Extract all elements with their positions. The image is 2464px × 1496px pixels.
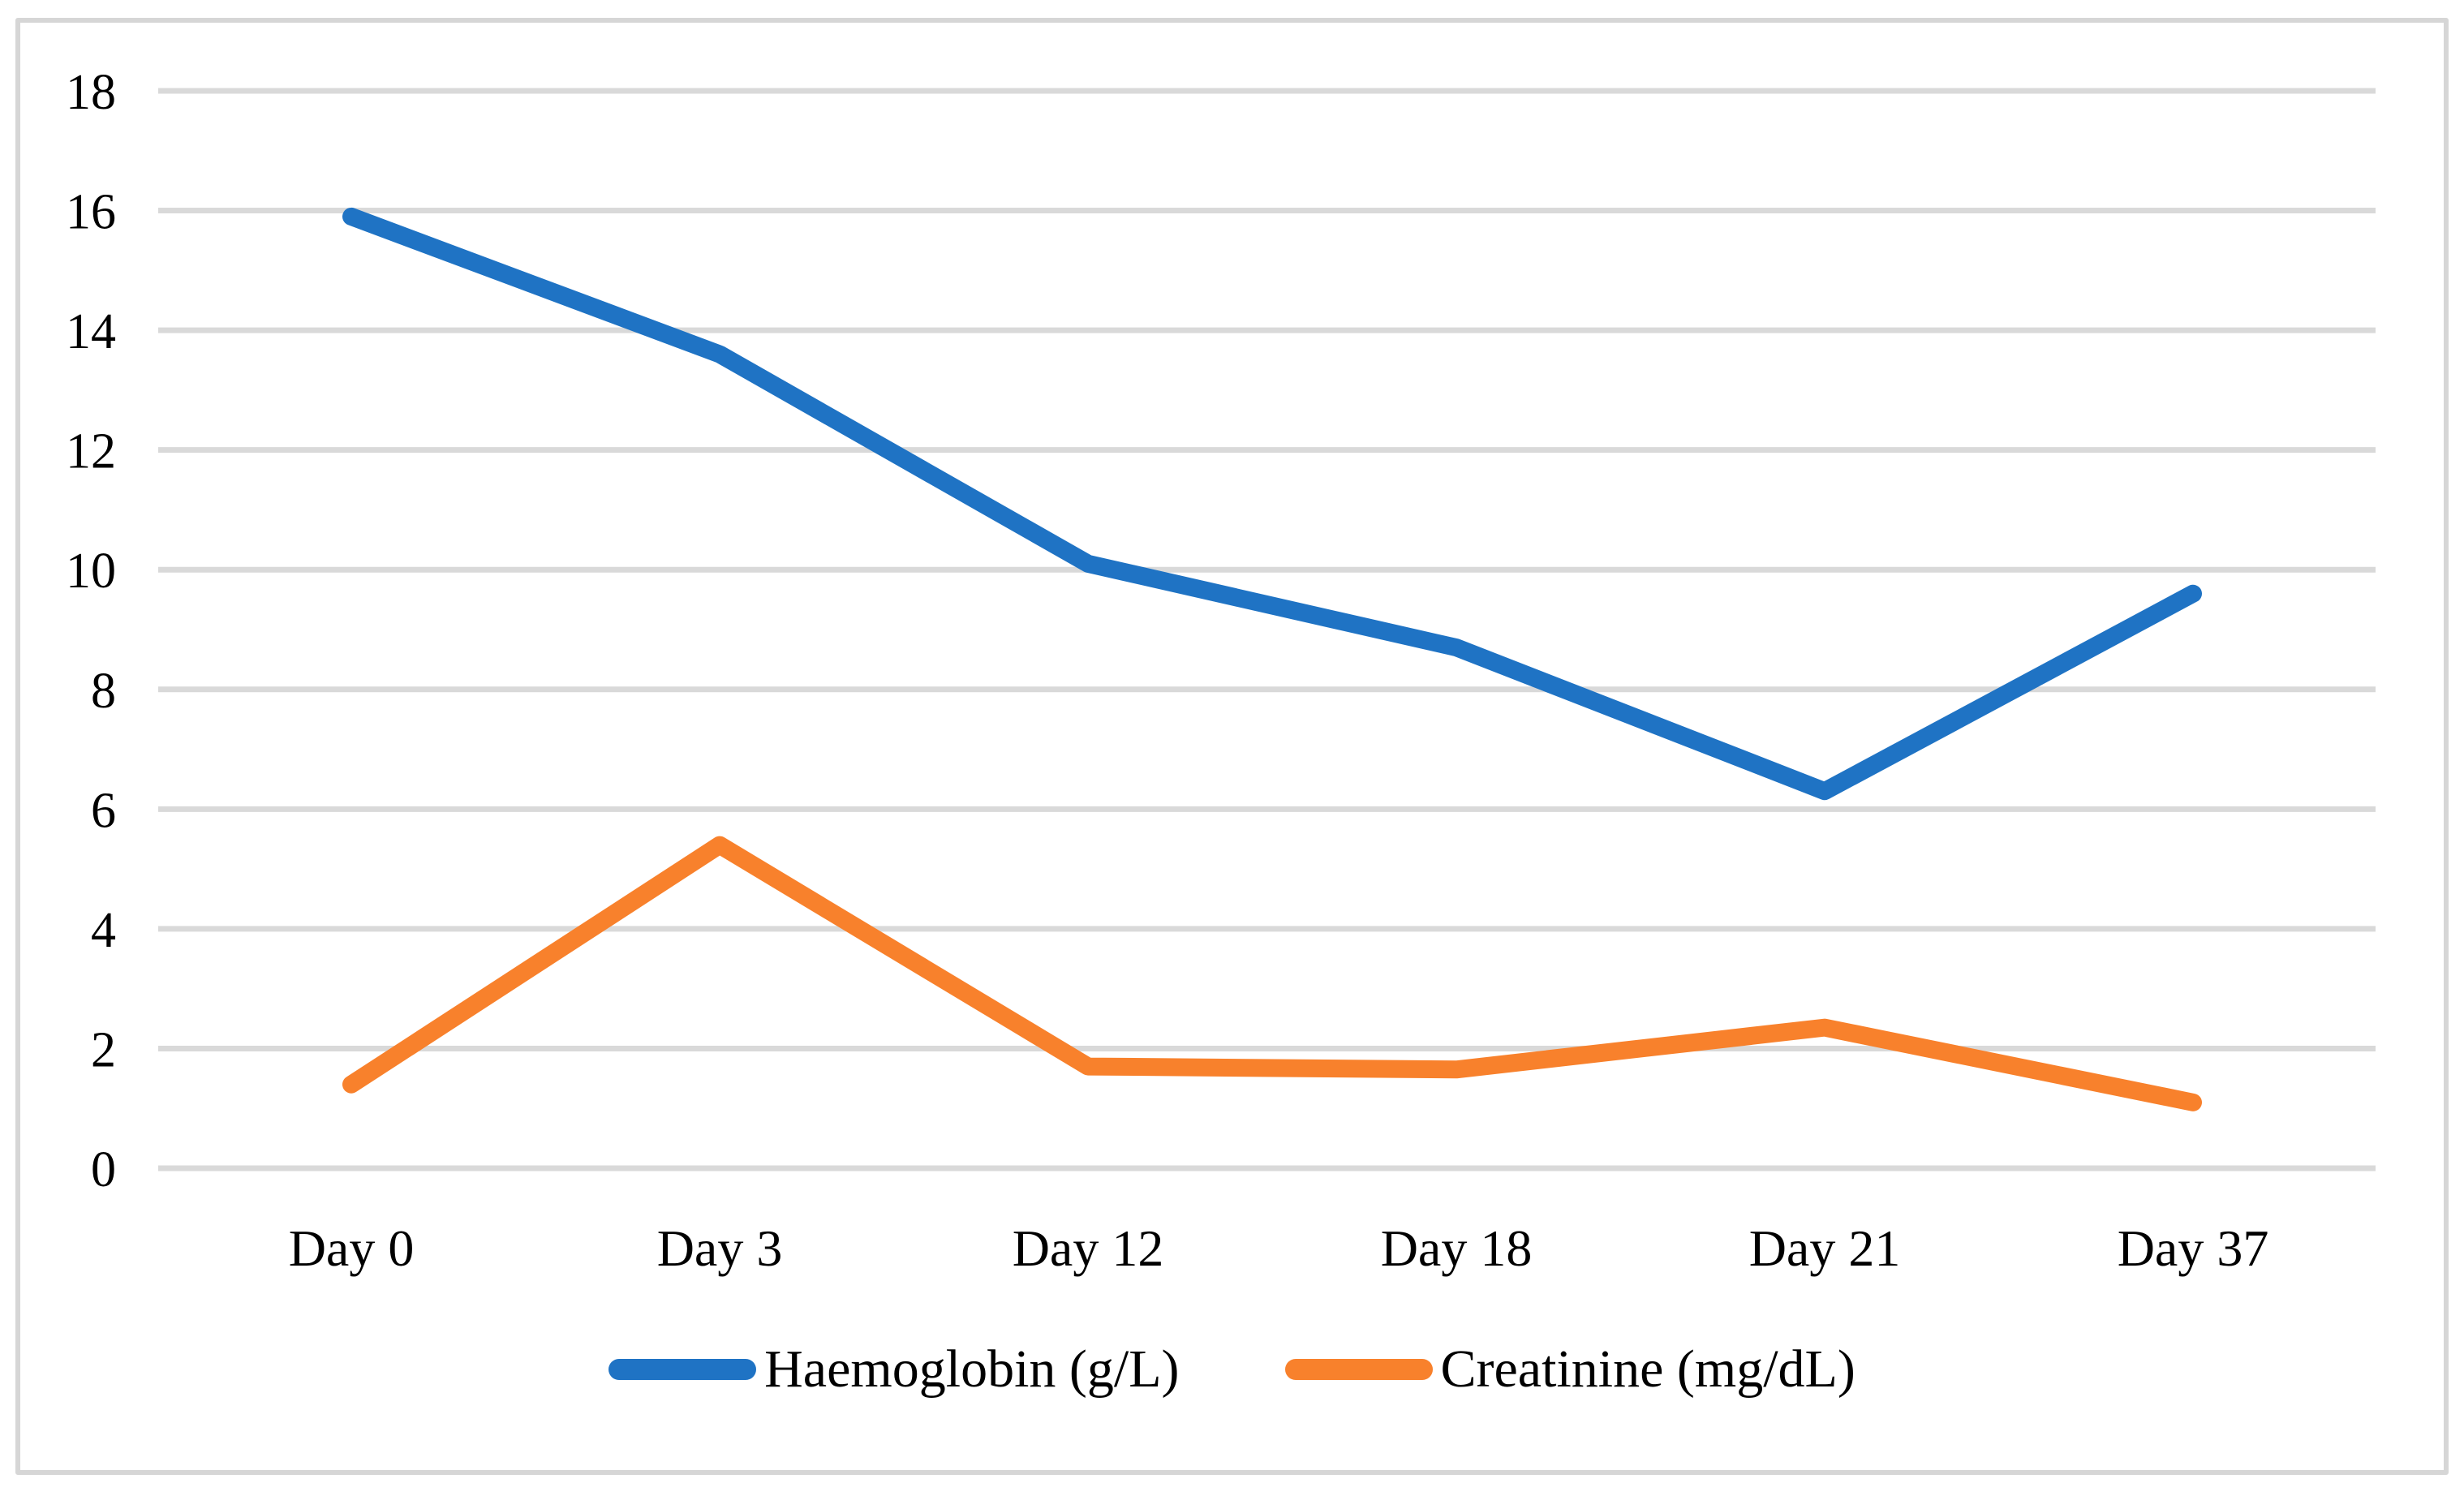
x-axis-tick-label: Day 12 xyxy=(1013,1219,1164,1277)
y-axis-tick-label: 8 xyxy=(91,664,116,719)
chart-border xyxy=(15,18,2449,1475)
y-axis-tick-label: 4 xyxy=(91,903,116,958)
y-axis-tick-label: 12 xyxy=(66,424,116,479)
y-axis-tick-label: 14 xyxy=(66,304,116,359)
x-axis-tick-label: Day 3 xyxy=(657,1219,783,1277)
haemoglobin-line xyxy=(342,207,2202,801)
legend-item-creatinine: Creatinine (mg/dL) xyxy=(1284,1339,1856,1399)
y-axis-tick-label: 6 xyxy=(91,783,116,838)
y-axis-tick-label: 2 xyxy=(91,1022,116,1077)
y-axis-tick-label: 0 xyxy=(91,1142,116,1197)
haemoglobin-line-swatch xyxy=(608,1359,757,1380)
legend: Haemoglobin (g/L) Creatinine (mg/dL) xyxy=(0,1343,2464,1396)
y-axis-tick-label: 18 xyxy=(66,65,116,120)
y-axis-tick-label: 16 xyxy=(66,185,116,240)
x-axis-tick-label: Day 21 xyxy=(1749,1219,1901,1277)
x-axis-tick-label: Day 0 xyxy=(289,1219,415,1277)
creatinine-line-swatch xyxy=(1284,1359,1433,1380)
creatinine-legend-label: Creatinine (mg/dL) xyxy=(1440,1339,1856,1399)
x-axis-tick-label: Day 37 xyxy=(2118,1219,2269,1277)
legend-item-haemoglobin: Haemoglobin (g/L) xyxy=(608,1339,1180,1399)
haemoglobin-legend-label: Haemoglobin (g/L) xyxy=(764,1339,1180,1399)
y-axis-tick-label: 10 xyxy=(66,544,116,599)
x-axis-tick-label: Day 18 xyxy=(1381,1219,1533,1277)
creatinine-line xyxy=(342,836,2202,1111)
